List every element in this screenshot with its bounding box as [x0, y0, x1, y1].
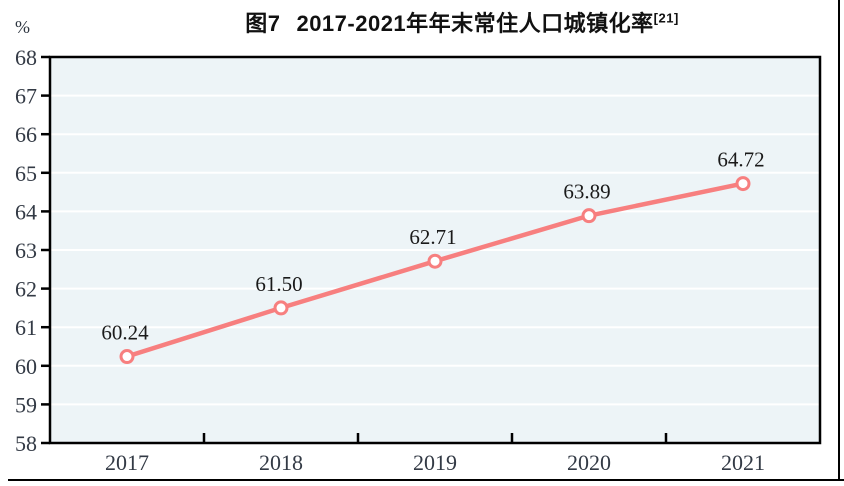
data-point-label: 64.72 — [717, 148, 764, 172]
y-axis-tick-label: 60 — [15, 354, 37, 379]
x-axis-tick-label: 2017 — [105, 450, 149, 475]
data-point-marker — [581, 208, 597, 224]
y-axis-tick-label: 58 — [15, 431, 37, 456]
page-frame-right-border — [838, 0, 840, 481]
data-point-label: 62.71 — [409, 225, 456, 249]
plot-border — [48, 55, 822, 445]
data-point-marker — [273, 300, 289, 316]
data-point-label: 60.24 — [101, 321, 149, 345]
x-axis-tick-label: 2020 — [567, 450, 611, 475]
y-axis-tick-label: 62 — [15, 277, 37, 302]
y-axis-tick-label: 67 — [15, 84, 37, 109]
x-axis-tick-label: 2021 — [721, 450, 765, 475]
y-axis-tick-label: 59 — [15, 392, 37, 417]
y-axis-unit-label: % — [15, 17, 30, 37]
chart-title-text: 2017-2021年年末常住人口城镇化率 — [296, 11, 654, 36]
page-frame-bottom-border — [8, 479, 844, 481]
y-axis-tick-label: 66 — [15, 122, 37, 147]
y-axis-tick-label: 65 — [15, 161, 37, 186]
x-axis-tick-label: 2019 — [413, 450, 457, 475]
data-point-label: 61.50 — [255, 272, 302, 296]
data-point-label: 63.89 — [563, 180, 610, 204]
y-axis-tick-label: 64 — [15, 199, 37, 224]
y-axis-tick-label: 63 — [15, 238, 37, 263]
data-point-marker — [427, 253, 443, 269]
figure-number-label: 图7 — [245, 11, 281, 36]
data-point-marker — [735, 176, 751, 192]
data-point-marker — [119, 349, 135, 365]
chart-title: 图7 2017-2021年年末常住人口城镇化率[21] — [40, 6, 844, 38]
y-axis-tick-label: 61 — [15, 315, 37, 340]
chart-title-footnote-ref: [21] — [653, 10, 679, 26]
x-axis-tick-label: 2018 — [259, 450, 303, 475]
y-axis-tick-label: 68 — [15, 45, 37, 70]
